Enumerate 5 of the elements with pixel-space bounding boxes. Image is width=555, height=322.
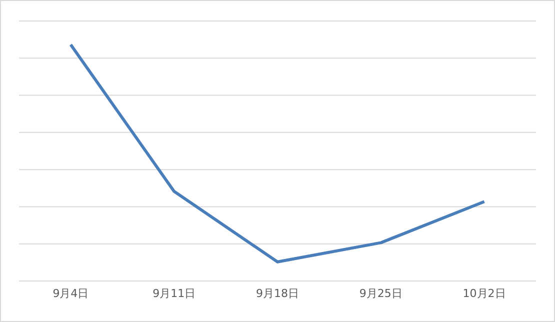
x-tick-label: 9月18日 (256, 286, 299, 300)
x-tick-label: 9月11日 (152, 286, 196, 300)
x-tick-label: 9月4日 (52, 286, 89, 300)
x-tick-label: 10月2日 (462, 286, 506, 300)
x-tick-label: 9月25日 (359, 286, 402, 300)
